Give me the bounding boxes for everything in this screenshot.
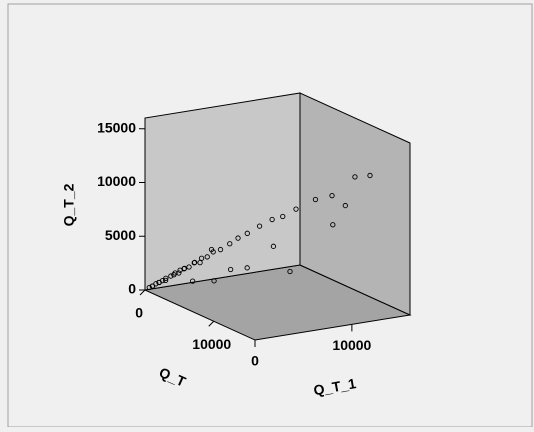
side-wall [299,92,411,316]
y-tick-label: 10000 [332,337,371,353]
point [172,270,178,276]
point [244,265,250,271]
point [287,268,293,275]
point [330,222,336,228]
point [270,243,277,249]
point [191,260,197,266]
point [181,265,188,272]
y-tick-label: 0 [251,353,259,369]
point [153,281,159,287]
x-tick [139,289,146,296]
point [197,259,203,266]
point [156,279,162,286]
point [162,277,169,284]
point [146,284,152,291]
x-tick-label: 10000 [192,336,231,352]
point [312,196,319,203]
point [293,206,299,212]
z-tick-label: 5000 [105,227,136,243]
x-tick-label: 0 [135,305,143,321]
point [190,278,196,284]
x-tick [208,320,215,327]
point [163,275,169,281]
point [342,202,348,209]
y-axis-title: Q_T_1 [312,375,357,398]
point [256,223,263,229]
z-axis-title: Q_T_2 [61,183,77,226]
point [186,264,192,270]
z-tick-label: 0 [128,281,136,297]
point [227,241,233,247]
z-tick-label: 10000 [97,173,136,189]
point [168,273,174,279]
point [352,174,358,180]
z-tick-label: 15000 [97,119,136,135]
point [329,193,335,199]
point [208,246,215,253]
point [217,246,224,253]
point [176,270,182,276]
point [211,278,217,284]
point [227,266,234,273]
point [235,235,241,241]
point [280,213,286,220]
point [149,283,155,289]
point [367,172,373,179]
point [244,230,250,236]
point [269,216,275,223]
back-wall [144,92,301,291]
point [204,254,210,260]
